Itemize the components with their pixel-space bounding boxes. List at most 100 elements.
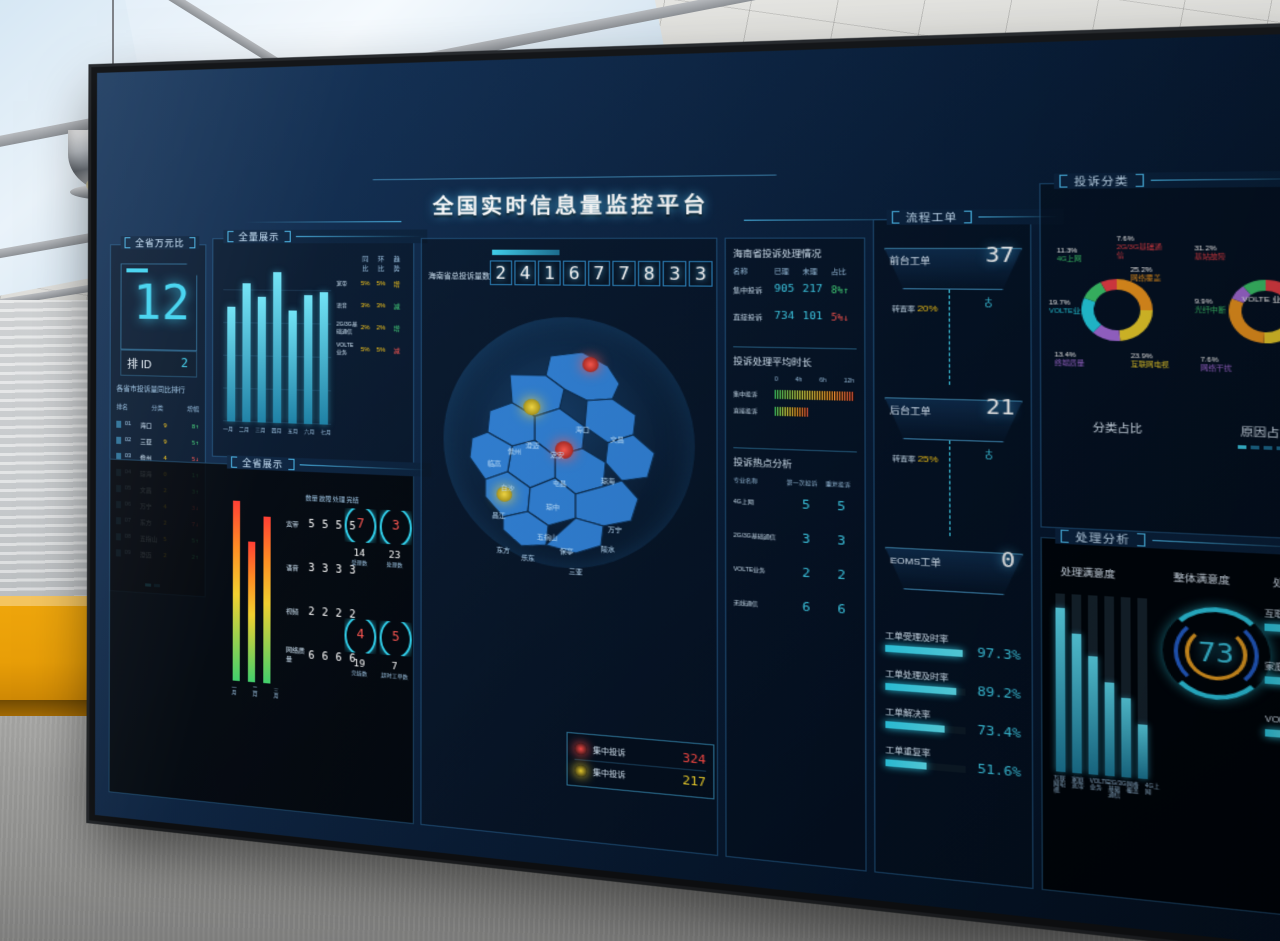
map-hotspot-marker[interactable]	[523, 398, 541, 416]
rank-col-0: 排名	[116, 404, 129, 412]
row-value: 3	[321, 562, 329, 575]
donut-pager[interactable]	[1237, 445, 1280, 451]
row-value: 5%	[376, 346, 386, 354]
complaint-handling-table: 名称 已理 未理 占比 集中投诉 905 217 8%↑ 直接投诉 734 101 5%↓	[733, 266, 857, 332]
mini-gauge[interactable]: 7 14 受理数	[345, 505, 375, 568]
kpi-bar-item[interactable]: 工单受理及时率 97.3%	[885, 630, 1021, 664]
map-region-label: 定安	[550, 452, 565, 460]
donut-label-name: 基站故障	[1194, 253, 1226, 262]
map-region-label: 五指山	[536, 534, 558, 543]
kpi-value: 97.3%	[976, 645, 1021, 664]
donut-center-label: VOLTE 业务	[1242, 296, 1280, 305]
table-col-header: 第一次投诉	[786, 479, 818, 488]
map-hotspot-marker[interactable]	[582, 356, 599, 373]
flow-connector	[949, 440, 951, 537]
flow-step-label: 后台工单	[889, 405, 931, 417]
row-first: 3	[801, 530, 811, 546]
timeout-track	[1264, 623, 1280, 635]
video-wall-display[interactable]: 全国实时信息量监控平台 全省万元比 12 排 ID 2 各省市投诉量同比排行 排…	[94, 31, 1280, 941]
mini-gauge[interactable]: 3 23 处理数	[380, 507, 410, 570]
row-label: VOLTE业务	[733, 565, 766, 575]
donut-chart-reason[interactable]: 31.2%基站故障17.3%表测量29.3%小区回退7.6%网络干扰9.9%光纤…	[1191, 214, 1280, 489]
satisfaction-bar-chart[interactable]	[1055, 593, 1154, 780]
flow-funnel[interactable]: 前台工单 37 转置率 20% ♁ 后台工单 21 转置率 25% ♁ EOMS工单 0	[874, 238, 1031, 627]
donut-slice[interactable]	[1116, 278, 1153, 311]
axis-tick: 家庭宽带	[1071, 776, 1084, 790]
timeout-row[interactable]: VOLTE业务739.3%	[1265, 713, 1280, 742]
timeout-row[interactable]: 家庭宽带958.2%	[1265, 660, 1280, 689]
bar[interactable]	[288, 310, 297, 424]
counter-digit: 4	[513, 260, 537, 286]
table-col-header: 完结	[346, 497, 359, 505]
timeout-row[interactable]: 互联网电视1175.1%	[1264, 608, 1280, 636]
timeout-row-list[interactable]: 互联网电视1175.1% 家庭宽带958.2% VOLTE业务739.3%	[1264, 608, 1280, 772]
row-rate: 5%↓	[830, 312, 850, 323]
donut-slice[interactable]	[1118, 309, 1153, 342]
row-repeat: 5	[837, 498, 846, 514]
donut-label-value: 9.9%	[1194, 298, 1213, 307]
hotspot-title: 投诉热点分析	[733, 457, 793, 470]
bar[interactable]	[1121, 697, 1132, 778]
mini-gauge[interactable]: 5 7 超时工单数	[380, 617, 410, 681]
row-label: 集中投诉	[733, 390, 758, 398]
kpi-bar-item[interactable]: 工单重复率 51.6%	[885, 744, 1021, 780]
rank-index: 01	[124, 420, 132, 428]
kpi-bar-item[interactable]: 工单处理及时率 89.2%	[885, 668, 1021, 702]
bar-chart-total[interactable]	[223, 257, 332, 425]
row-value: 3	[308, 562, 315, 574]
panel-title-province-ratio: 全省万元比	[120, 236, 200, 250]
bar[interactable]	[1104, 682, 1115, 777]
legend-color-dot	[574, 742, 588, 756]
timeout-track	[1264, 729, 1280, 742]
kpi-fill	[885, 644, 964, 658]
hainan-map[interactable]	[443, 318, 695, 578]
bar[interactable]	[303, 295, 313, 425]
map-region-label: 东方	[496, 547, 510, 555]
kpi-bar-item[interactable]: 工单解决率 73.4%	[885, 706, 1021, 741]
bar[interactable]	[1088, 655, 1099, 775]
bar[interactable]	[319, 291, 329, 425]
flow-step-label: 前台工单	[889, 255, 931, 267]
flow-step[interactable]: EOMS工单 0	[885, 538, 1020, 545]
satisfaction-bar-title: 处理满意度	[1060, 566, 1116, 580]
donut-label-name: 2G/3G基础通信	[1116, 244, 1162, 260]
bar[interactable]	[1071, 633, 1082, 774]
table-col-header: 占比	[830, 269, 846, 277]
bar[interactable]	[242, 283, 251, 423]
panel-complaint-detail: 海南省投诉处理情况 名称 已理 未理 占比 集中投诉 905 217 8%↑ 直接投诉 734 10…	[724, 237, 867, 872]
avg-time-row: 直接投诉	[733, 406, 857, 419]
bar[interactable]	[257, 296, 266, 423]
timeout-fill	[1264, 623, 1280, 634]
donut-slice[interactable]	[1263, 321, 1280, 344]
percent-table: 同比 环比 趋势 宽带 5% 5% 增语音 3% 3% 减 2G/3G基础通信 2% 2% 增 VOLTE业…	[336, 254, 404, 362]
row-repeat: 6	[837, 600, 846, 617]
row-value: 3%	[360, 302, 370, 309]
row-label: 2G/3G基础通信	[336, 321, 358, 335]
donut-label-value: 11.3%	[1056, 247, 1078, 256]
table-header-row: 同比 环比 趋势	[337, 254, 405, 273]
row-label: 直接投诉	[733, 407, 758, 415]
axis-tick: 互联网电视	[1053, 774, 1066, 793]
gradient-bar	[774, 389, 855, 401]
axis-tick: VOLTE业务	[1089, 777, 1110, 791]
kpi-track	[885, 682, 966, 696]
flow-step[interactable]: 后台工单 21	[885, 388, 1020, 391]
mini-gauge[interactable]: 4 19 完结数	[344, 615, 374, 678]
rank-index: 02	[124, 437, 132, 444]
big-metric-sub-value: 2	[180, 355, 189, 371]
legend-label: 集中投诉	[592, 746, 626, 758]
donut-chart-category[interactable]: 25.2% 网络覆盖 23.9% 互联网电视 13.4% 终端质量 19.7% VOLTE业务…	[1046, 214, 1190, 482]
bar[interactable]	[1137, 724, 1148, 780]
timeout-title: 处理超时	[1272, 577, 1280, 591]
counter-digit: 6	[562, 260, 586, 286]
mini-gauge-group[interactable]: 7 14 受理数 3 23 处理数 4 19 完结数 5 7 超时工单数	[344, 505, 410, 742]
panel-title-total-display: 全量展示	[223, 229, 428, 244]
bar[interactable]	[272, 271, 282, 424]
bar[interactable]	[1055, 607, 1066, 773]
kpi-bar-list[interactable]: 工单受理及时率 97.3% 工单处理及时率 89.2% 工单解决率 73.4% 工单重复率 5…	[885, 630, 1021, 795]
axis-tick: 五月	[287, 428, 299, 436]
big-metric-sub: 排 ID 2	[120, 349, 198, 378]
bar[interactable]	[227, 306, 236, 422]
counter-digit: 2	[489, 260, 512, 286]
